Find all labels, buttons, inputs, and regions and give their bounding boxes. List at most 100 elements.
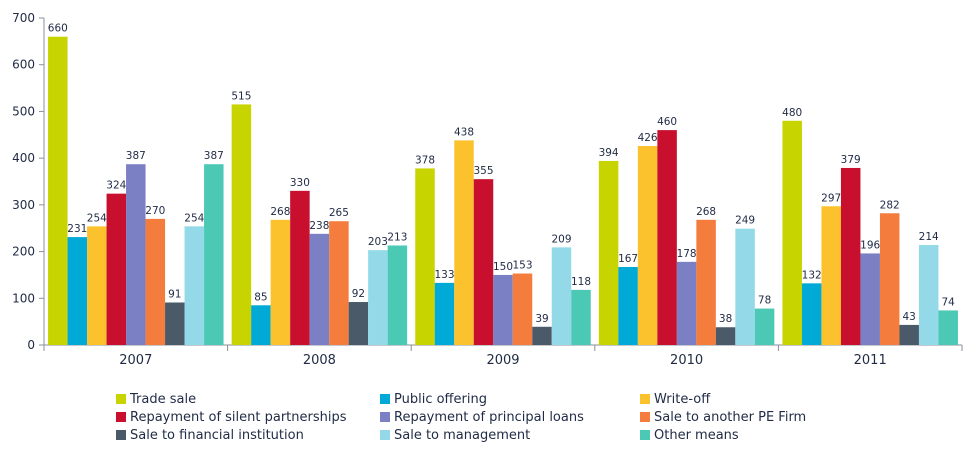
legend-swatch-trade-sale [116,394,126,404]
data-label-repayment-of-silent-partnerships-2010: 460 [657,116,677,128]
data-label-trade-sale-2009: 378 [415,154,435,166]
bar-sale-to-another-pe-firm-2010 [696,219,716,345]
data-label-sale-to-financial-institution-2010: 38 [719,313,732,325]
bar-sale-to-financial-institution-2009 [532,326,552,345]
legend-swatch-sale-to-management [380,430,390,440]
legend-swatch-repayment-of-silent-partnerships [116,412,126,422]
bar-sale-to-management-2007 [184,226,205,345]
data-label-write-off-2008: 268 [270,206,290,218]
bar-trade-sale-2007 [48,36,68,345]
data-label-sale-to-another-pe-firm-2011: 282 [880,199,900,211]
data-label-sale-to-financial-institution-2009: 39 [535,313,548,325]
data-label-sale-to-another-pe-firm-2007: 270 [145,205,165,217]
data-label-other-means-2010: 78 [758,295,771,307]
legend-swatch-sale-to-another-pe-firm [640,412,650,422]
data-label-other-means-2011: 74 [942,296,956,308]
bar-trade-sale-2008 [231,104,252,346]
legend-label-write-off: Write-off [654,392,711,407]
data-label-repayment-of-silent-partnerships-2008: 330 [290,177,310,189]
data-label-sale-to-management-2009: 209 [551,233,571,245]
bar-sale-to-financial-institution-2007 [165,302,185,345]
data-label-other-means-2007: 387 [204,150,224,162]
data-label-sale-to-management-2010: 249 [735,215,755,227]
x-category-label-2010: 2010 [670,353,703,368]
legend-swatch-sale-to-financial-institution [116,430,126,440]
bar-sale-to-financial-institution-2011 [899,324,919,345]
bar-repayment-of-silent-partnerships-2008 [290,190,310,345]
data-label-repayment-of-silent-partnerships-2011: 379 [841,154,861,166]
legend-swatch-repayment-of-principal-loans [380,412,390,422]
bar-trade-sale-2009 [415,168,435,345]
bar-repayment-of-silent-partnerships-2011 [840,167,861,345]
bar-sale-to-another-pe-firm-2007 [145,218,166,345]
bar-sale-to-management-2011 [918,245,939,345]
data-label-public-offering-2011: 132 [802,269,822,281]
data-label-public-offering-2009: 133 [434,269,454,281]
y-tick-label: 700 [12,11,35,25]
data-label-sale-to-financial-institution-2007: 91 [168,288,181,300]
bar-trade-sale-2011 [782,120,802,346]
data-label-write-off-2011: 297 [821,192,841,204]
data-label-sale-to-another-pe-firm-2010: 268 [696,206,716,218]
data-label-other-means-2008: 213 [387,231,407,243]
data-label-repayment-of-principal-loans-2008: 238 [309,220,329,232]
data-label-sale-to-financial-institution-2011: 43 [903,311,916,323]
data-label-trade-sale-2008: 515 [231,90,251,102]
bar-sale-to-another-pe-firm-2008 [329,221,349,345]
bar-write-off-2011 [821,206,841,345]
legend-label-sale-to-management: Sale to management [394,428,530,443]
y-tick-label: 500 [12,104,35,118]
bar-public-offering-2011 [801,283,822,345]
x-category-label-2007: 2007 [119,353,152,368]
legend-swatch-public-offering [380,394,390,404]
y-tick-label: 200 [12,245,35,259]
data-label-sale-to-management-2007: 254 [184,212,204,224]
legend-label-repayment-of-principal-loans: Repayment of principal loans [394,410,584,425]
legend-swatch-other-means [640,430,650,440]
bar-repayment-of-principal-loans-2007 [126,164,146,345]
bar-sale-to-management-2008 [368,250,388,345]
data-label-public-offering-2007: 231 [67,223,87,235]
data-label-repayment-of-silent-partnerships-2007: 324 [106,180,126,192]
x-category-label-2009: 2009 [486,353,519,368]
legend-label-sale-to-financial-institution: Sale to financial institution [130,428,304,443]
bar-repayment-of-silent-partnerships-2010 [657,130,677,345]
y-tick-label: 600 [12,58,35,72]
bar-other-means-2009 [571,289,591,345]
bar-public-offering-2007 [67,237,88,345]
data-label-write-off-2009: 438 [454,126,474,138]
data-label-public-offering-2008: 85 [254,291,267,303]
data-label-repayment-of-silent-partnerships-2009: 355 [473,165,493,177]
legend-label-trade-sale: Trade sale [129,392,196,407]
y-tick-label: 0 [27,338,35,352]
bar-other-means-2007 [204,164,224,345]
data-label-public-offering-2010: 167 [618,253,638,265]
x-category-label-2011: 2011 [854,353,887,368]
data-label-trade-sale-2011: 480 [782,107,802,119]
legend-label-other-means: Other means [654,428,739,443]
bar-write-off-2007 [87,226,107,345]
x-category-label-2008: 2008 [303,353,336,368]
y-tick-label: 100 [12,291,35,305]
data-label-repayment-of-principal-loans-2007: 387 [126,150,146,162]
bar-repayment-of-silent-partnerships-2009 [473,179,494,345]
bar-trade-sale-2010 [598,160,619,345]
data-label-repayment-of-principal-loans-2011: 196 [860,239,880,251]
bar-sale-to-management-2009 [551,247,572,345]
data-label-sale-to-another-pe-firm-2009: 153 [512,260,532,272]
bar-write-off-2009 [454,140,474,345]
bar-public-offering-2010 [618,266,638,345]
data-label-sale-to-management-2011: 214 [919,231,939,243]
y-tick-label: 400 [12,151,35,165]
bar-sale-to-financial-institution-2010 [715,327,736,345]
data-label-write-off-2010: 426 [638,132,658,144]
legend-label-repayment-of-silent-partnerships: Repayment of silent partnerships [130,410,347,425]
bar-sale-to-another-pe-firm-2011 [879,213,900,345]
bar-sale-to-management-2010 [735,228,755,345]
bar-sale-to-another-pe-firm-2009 [512,273,533,345]
bar-repayment-of-principal-loans-2011 [860,253,880,345]
bar-public-offering-2009 [434,282,455,345]
bar-repayment-of-principal-loans-2010 [676,261,697,345]
